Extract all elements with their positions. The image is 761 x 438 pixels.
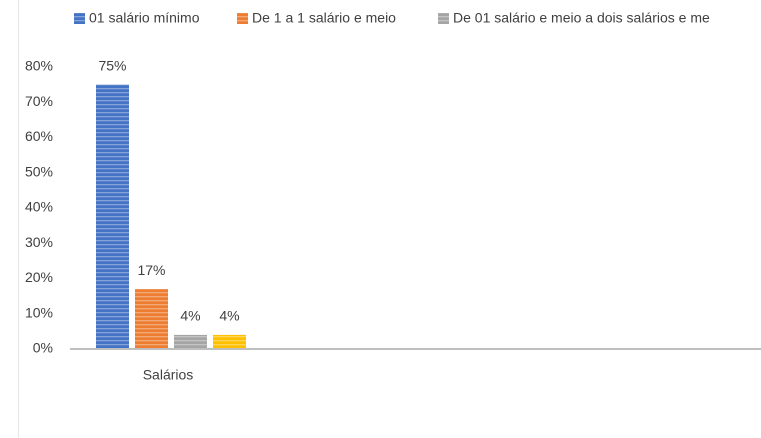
legend-label: De 01 salário e meio a dois salários e m… — [453, 10, 710, 26]
data-label: 75% — [98, 57, 126, 73]
y-tick-label: 60% — [25, 128, 53, 144]
data-label: 4% — [180, 308, 200, 324]
y-tick-label: 20% — [25, 269, 53, 285]
y-tick-label: 70% — [25, 93, 53, 109]
data-label: 17% — [137, 262, 165, 278]
bar — [174, 334, 207, 349]
legend-swatch — [74, 13, 85, 24]
y-tick-label: 10% — [25, 304, 53, 320]
y-tick-label: 80% — [25, 58, 53, 74]
bar — [96, 84, 129, 349]
data-label: 4% — [219, 308, 239, 324]
x-tick-label: Salários — [143, 367, 194, 383]
y-tick-label: 0% — [33, 340, 53, 356]
legend-swatch — [438, 13, 449, 24]
legend-label: De 1 a 1 salário e meio — [252, 10, 396, 26]
legend-label: 01 salário mínimo — [89, 10, 200, 26]
y-tick-label: 30% — [25, 234, 53, 250]
bar — [135, 289, 168, 349]
y-tick-label: 40% — [25, 199, 53, 215]
bar — [213, 334, 246, 349]
legend-swatch — [237, 13, 248, 24]
y-tick-label: 50% — [25, 163, 53, 179]
